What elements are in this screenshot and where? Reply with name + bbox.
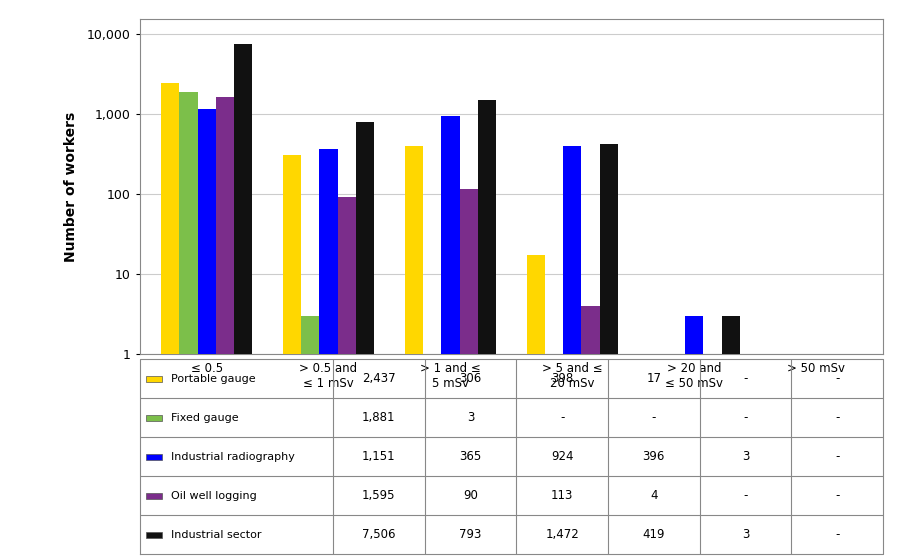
Text: -: - <box>835 372 840 385</box>
Text: -: - <box>835 489 840 502</box>
Bar <box>146 415 162 421</box>
Bar <box>146 532 162 538</box>
Text: 398: 398 <box>551 372 573 385</box>
Bar <box>563 146 581 557</box>
Text: Fixed gauge: Fixed gauge <box>171 413 239 423</box>
Text: 1,595: 1,595 <box>362 489 396 502</box>
Bar <box>581 305 600 557</box>
Text: Industrial sector: Industrial sector <box>171 530 261 540</box>
Bar <box>685 315 704 557</box>
Text: 419: 419 <box>642 528 665 541</box>
Bar <box>146 493 162 499</box>
Bar <box>301 315 319 557</box>
Text: -: - <box>743 372 748 385</box>
Text: -: - <box>835 450 840 463</box>
Text: Industrial radiography: Industrial radiography <box>171 452 295 462</box>
Text: -: - <box>743 489 748 502</box>
Text: 4: 4 <box>650 489 658 502</box>
Bar <box>146 454 162 460</box>
Bar <box>526 255 545 557</box>
Text: -: - <box>835 528 840 541</box>
Text: Portable gauge: Portable gauge <box>171 374 256 384</box>
Text: 924: 924 <box>551 450 573 463</box>
Text: 1,472: 1,472 <box>545 528 579 541</box>
Bar <box>478 100 496 557</box>
Text: 365: 365 <box>460 450 481 463</box>
Bar <box>441 116 460 557</box>
Text: Oil well logging: Oil well logging <box>171 491 257 501</box>
Bar <box>600 144 618 557</box>
Text: 3: 3 <box>742 450 749 463</box>
Text: 1,881: 1,881 <box>362 411 396 424</box>
Text: -: - <box>743 411 748 424</box>
Bar <box>234 43 252 557</box>
Bar <box>405 145 423 557</box>
Text: 396: 396 <box>642 450 665 463</box>
Text: -: - <box>651 411 656 424</box>
Text: 3: 3 <box>742 528 749 541</box>
Text: 90: 90 <box>463 489 478 502</box>
Text: 17: 17 <box>646 372 661 385</box>
Text: 7,506: 7,506 <box>362 528 396 541</box>
Text: -: - <box>560 411 564 424</box>
Bar <box>460 189 478 557</box>
Text: 2,437: 2,437 <box>362 372 396 385</box>
Bar <box>179 92 197 557</box>
Text: 793: 793 <box>460 528 482 541</box>
Text: 3: 3 <box>467 411 474 424</box>
Text: 113: 113 <box>551 489 573 502</box>
Bar <box>197 109 216 557</box>
Bar <box>161 82 179 557</box>
Bar <box>338 197 356 557</box>
Text: -: - <box>835 411 840 424</box>
Bar <box>216 97 234 557</box>
Bar <box>283 155 301 557</box>
Text: 306: 306 <box>460 372 481 385</box>
Text: 1,151: 1,151 <box>362 450 396 463</box>
Y-axis label: Number of workers: Number of workers <box>64 111 78 262</box>
Bar <box>722 315 740 557</box>
Bar <box>319 149 338 557</box>
Bar <box>146 376 162 382</box>
Bar <box>356 121 374 557</box>
